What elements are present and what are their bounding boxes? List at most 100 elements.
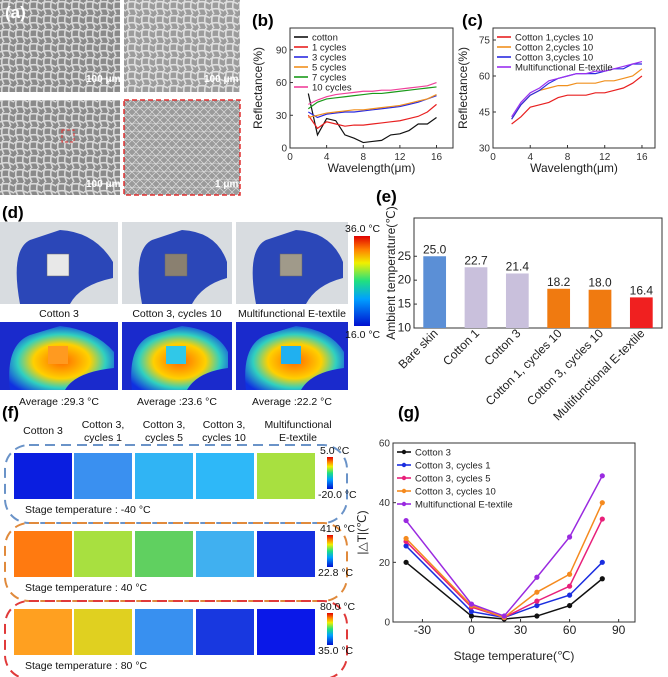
legend-marker: [401, 488, 407, 494]
thermal-cell: [196, 453, 254, 499]
sem-image-nanofibers: [123, 99, 241, 196]
y-axis-label: Ambient temperature(℃): [384, 206, 398, 340]
data-point: [468, 608, 475, 615]
panel-d: Cotton 3 Average :29.3 °C Cotton 3, cycles…: [0, 222, 381, 408]
thermal-cell: [14, 609, 72, 655]
y-tick-label: 10: [398, 321, 412, 335]
legend-label: cotton: [312, 33, 338, 44]
legend-label: Multifunctional E-textile: [415, 500, 513, 511]
panel-label: (f): [2, 403, 19, 422]
y-tick-label: 60: [379, 439, 391, 450]
colorbar-min: -20.0 °C: [318, 489, 357, 501]
bar: [547, 288, 571, 328]
x-tick-label: -30: [414, 623, 432, 637]
thermal-cell: [135, 531, 193, 577]
x-tick-label: 30: [514, 623, 528, 637]
data-point: [403, 535, 409, 542]
bar: [423, 256, 447, 328]
data-point: [599, 576, 605, 582]
series-line: [308, 81, 437, 105]
legend-marker: [401, 475, 407, 481]
data-point: [468, 613, 475, 619]
average-temperature: Average :29.3 °C: [19, 396, 99, 408]
bar: [629, 297, 653, 328]
scale-bar-label: 1 μm: [215, 179, 238, 190]
data-point: [534, 589, 540, 595]
x-tick-label: 90: [612, 623, 626, 637]
colorbar-max: 5.0 °C: [320, 445, 350, 457]
legend-label: Multifunctional E-textile: [515, 63, 613, 74]
x-tick-label: 4: [324, 152, 330, 163]
series-line: [405, 475, 603, 617]
bar: [505, 273, 529, 328]
thermal-cell: [74, 453, 132, 499]
bar-value-label: 18.0: [588, 276, 612, 290]
data-point: [599, 473, 605, 479]
series-line: [307, 93, 437, 144]
data-point: [403, 543, 409, 549]
x-tick-label: 4: [527, 152, 533, 163]
panel-label: (c): [462, 11, 483, 30]
data-point: [599, 516, 605, 522]
data-point: [566, 592, 573, 598]
y-tick-label: 25: [398, 249, 412, 263]
chart-g: 0 20 40 60 |△T|(℃) -30 0 30 60 90 Stage temperatur…: [355, 439, 636, 663]
series-line: [511, 61, 643, 118]
series-line: [405, 561, 603, 620]
legend-label: 10 cycles: [312, 83, 352, 94]
category-label: Cotton 1, cycles 10: [483, 326, 565, 408]
y-tick-label: 75: [479, 36, 491, 47]
thermal-cell: [257, 609, 315, 655]
category-label: Cotton 3, cycles 10: [524, 326, 606, 408]
column-header: cycles 5: [145, 432, 183, 444]
thermal-cell: [257, 453, 315, 499]
x-tick-label: 12: [599, 152, 611, 163]
thermal-cell: [14, 531, 72, 577]
stage-temperature-label: Stage temperature : 80 °C: [25, 660, 148, 672]
legend-marker: [401, 449, 407, 455]
column-header: cycles 10: [202, 432, 246, 444]
y-tick-label: 40: [379, 498, 391, 509]
legend-label: Cotton 3,cycles 10: [515, 53, 593, 64]
sem-image-cotton: [0, 0, 120, 92]
sample-label: Cotton 3, cycles 10: [132, 308, 221, 320]
x-tick-label: 8: [565, 152, 571, 163]
thermal-sample: [281, 346, 301, 364]
colorbar-max: 41.0 °C: [320, 523, 356, 535]
bar-value-label: 16.4: [630, 283, 654, 297]
column-header: cycles 1: [84, 432, 122, 444]
thermal-cell: [74, 609, 132, 655]
panel-a: (a) 100 μm 100 μm 100 μm 1 μm: [0, 0, 241, 196]
y-tick-label: 30: [276, 111, 288, 122]
y-tick-label: 15: [398, 297, 412, 311]
panel-label: (a): [5, 3, 26, 22]
panel-label: (e): [376, 187, 397, 206]
legend-label: Cotton 1,cycles 10: [515, 33, 593, 44]
legend-label: Cotton 3: [415, 448, 451, 459]
category-label: Cotton 3: [481, 326, 523, 368]
thermal-cell: [74, 531, 132, 577]
data-point: [468, 601, 475, 607]
data-point: [534, 574, 540, 580]
colorbar-max: 36.0 °C: [345, 223, 381, 235]
zoom-region-marker: [61, 129, 75, 143]
colorbar: [354, 236, 370, 326]
y-axis-label: Reflectance(%): [251, 47, 265, 129]
bar-value-label: 22.7: [464, 253, 488, 267]
colorbar: [327, 535, 333, 567]
y-axis-label: Reflectance(%): [456, 47, 470, 129]
data-point: [566, 602, 573, 609]
y-tick-label: 20: [398, 273, 412, 287]
column-header: Cotton 3,: [203, 419, 246, 431]
y-tick-label: 60: [276, 78, 288, 89]
series-line: [511, 75, 643, 125]
row-dashed-border: [4, 600, 348, 677]
data-point: [501, 613, 507, 619]
sample-label: Multifunctional E-textile: [238, 308, 346, 320]
column-header: E-textile: [279, 432, 317, 444]
thermal-sample: [166, 346, 186, 364]
column-header: Cotton 3,: [82, 419, 125, 431]
scale-bar-label: 100 μm: [86, 179, 121, 190]
thermal-cell: [14, 453, 72, 499]
